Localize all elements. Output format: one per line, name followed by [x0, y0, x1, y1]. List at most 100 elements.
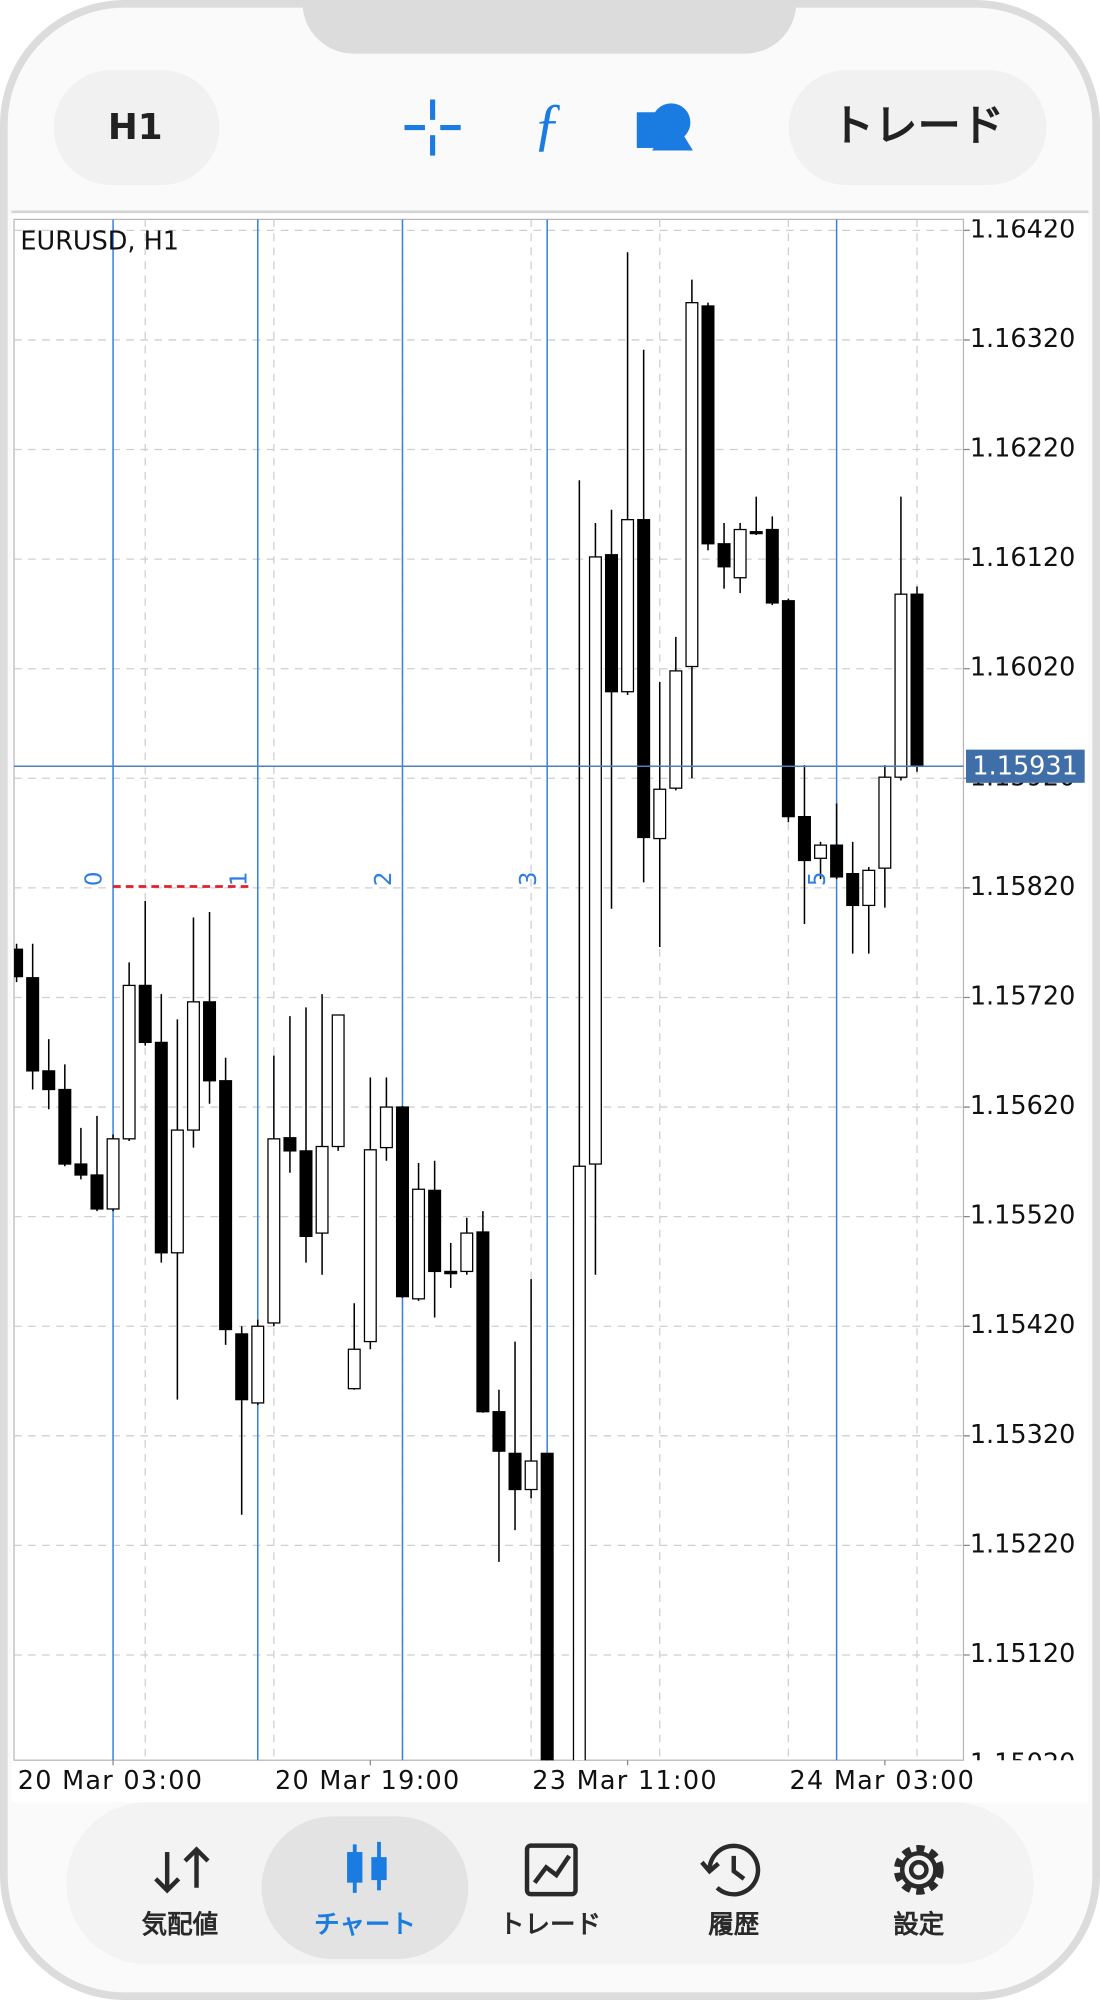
candle-body: [444, 1270, 458, 1275]
candle-body: [701, 305, 715, 545]
y-tick-label: 1.16120: [970, 543, 1075, 573]
y-tick-label: 1.16420: [970, 214, 1075, 244]
candle-body: [605, 554, 619, 693]
time-zone-label: 5: [805, 872, 831, 887]
y-tick-label: 1.15420: [970, 1310, 1075, 1340]
chart-title: EURUSD, H1: [20, 226, 179, 256]
candle-body: [170, 1129, 184, 1254]
candle-body: [154, 1041, 168, 1254]
y-tick-label: 1.15220: [970, 1529, 1075, 1559]
candle-body: [219, 1080, 233, 1331]
indicator-icon[interactable]: ƒ: [533, 92, 562, 157]
candle-body: [492, 1411, 506, 1452]
time-zone-label: 1: [226, 872, 252, 887]
candle-body: [14, 948, 24, 978]
y-tick-label: 1.16020: [970, 653, 1075, 683]
candle-body: [524, 1460, 538, 1491]
x-tick-label: 24 Mar 03:00: [789, 1766, 975, 1796]
candle-body: [122, 984, 136, 1140]
candle-body: [347, 1348, 361, 1390]
settings-icon[interactable]: [893, 1845, 944, 1895]
candle-body: [90, 1174, 104, 1210]
candle-body: [910, 593, 924, 766]
y-tick-label: 1.15620: [970, 1091, 1075, 1121]
trade-button[interactable]: [788, 70, 1047, 185]
timeframe-label: H1: [108, 107, 163, 148]
time-zone-label: 0: [82, 872, 108, 887]
y-tick-label: 1.15520: [970, 1201, 1075, 1231]
tab-label[interactable]: 履歴: [708, 1910, 760, 1940]
candle-body: [508, 1452, 522, 1491]
candle-body: [235, 1333, 249, 1401]
y-tick-label: 1.16320: [970, 324, 1075, 354]
tab-label[interactable]: 設定: [893, 1910, 945, 1940]
candle-body: [106, 1138, 120, 1210]
candle-body: [733, 528, 747, 579]
candle-body: [637, 519, 651, 839]
candle-body: [74, 1163, 88, 1176]
candle-body: [572, 1165, 586, 1761]
candle-body: [460, 1232, 474, 1273]
quotes-icon[interactable]: [154, 1846, 210, 1894]
x-tick-label: 20 Mar 03:00: [18, 1766, 204, 1796]
candle-body: [379, 1106, 393, 1149]
time-axis: 20 Mar 03:00 20 Mar 19:00 23 Mar 11:00 24 M…: [18, 1760, 975, 1796]
y-tick-label: 1.15720: [970, 981, 1075, 1011]
y-tick-label: 1.16220: [970, 434, 1075, 464]
time-zone-label: 3: [516, 872, 542, 887]
current-price-label: 1.15931: [972, 752, 1077, 782]
tab-label[interactable]: 気配値: [142, 1910, 219, 1940]
plot: [14, 219, 964, 1761]
candle-body: [878, 776, 892, 869]
candle-body: [765, 528, 779, 604]
candle-body: [42, 1070, 56, 1091]
candle-body: [669, 670, 683, 789]
timeframe-button[interactable]: [53, 70, 220, 185]
chart-icon[interactable]: [347, 1841, 387, 1893]
candle-body: [26, 977, 40, 1072]
trade-button-label: トレード: [831, 101, 1004, 151]
candle-body: [412, 1188, 426, 1300]
x-tick-label: 23 Mar 11:00: [532, 1766, 718, 1796]
candle-body: [588, 556, 602, 1165]
y-tick-label: 1.15120: [970, 1639, 1075, 1669]
candle-body: [363, 1149, 377, 1343]
x-tick-label: 20 Mar 19:00: [275, 1766, 461, 1796]
trade-icon[interactable]: [524, 1843, 578, 1897]
y-tick-label: 1.15020: [970, 1749, 1075, 1779]
active-tab-highlight: [261, 1816, 469, 1960]
candle-body: [203, 1001, 217, 1082]
notch: [302, 0, 797, 54]
time-zone-label: 2: [371, 872, 397, 887]
candle-body: [685, 302, 699, 668]
candle-body: [476, 1231, 490, 1413]
candle-body: [781, 600, 795, 818]
y-tick-label: 1.15820: [970, 872, 1075, 902]
tab-label[interactable]: チャート: [314, 1910, 416, 1940]
candle-body: [846, 872, 860, 907]
candle-body: [315, 1145, 329, 1234]
current-price-box: [966, 749, 1085, 783]
tab-label[interactable]: トレード: [499, 1910, 601, 1940]
candle-body: [251, 1325, 265, 1404]
candle-body: [186, 1001, 200, 1131]
candle-body: [540, 1452, 554, 1761]
candle-body: [267, 1138, 281, 1324]
objects-icon[interactable]: [636, 103, 693, 151]
candle-body: [299, 1150, 313, 1238]
crosshair-icon[interactable]: [404, 99, 461, 156]
candle-body: [331, 1014, 345, 1148]
candle-body: [814, 844, 828, 859]
candle-body: [621, 519, 635, 693]
history-icon[interactable]: [700, 1843, 761, 1897]
y-tick-label: 1.15320: [970, 1420, 1075, 1450]
candle-body: [653, 788, 667, 840]
candle-body: [862, 869, 876, 907]
overlay: 0 1 2 3 5: [82, 872, 831, 888]
tab-labels: 気配値 チャート トレード 履歴 設定: [142, 1910, 945, 1940]
candle-body: [749, 531, 763, 535]
candle-body: [138, 984, 152, 1044]
candle-body: [830, 844, 844, 878]
